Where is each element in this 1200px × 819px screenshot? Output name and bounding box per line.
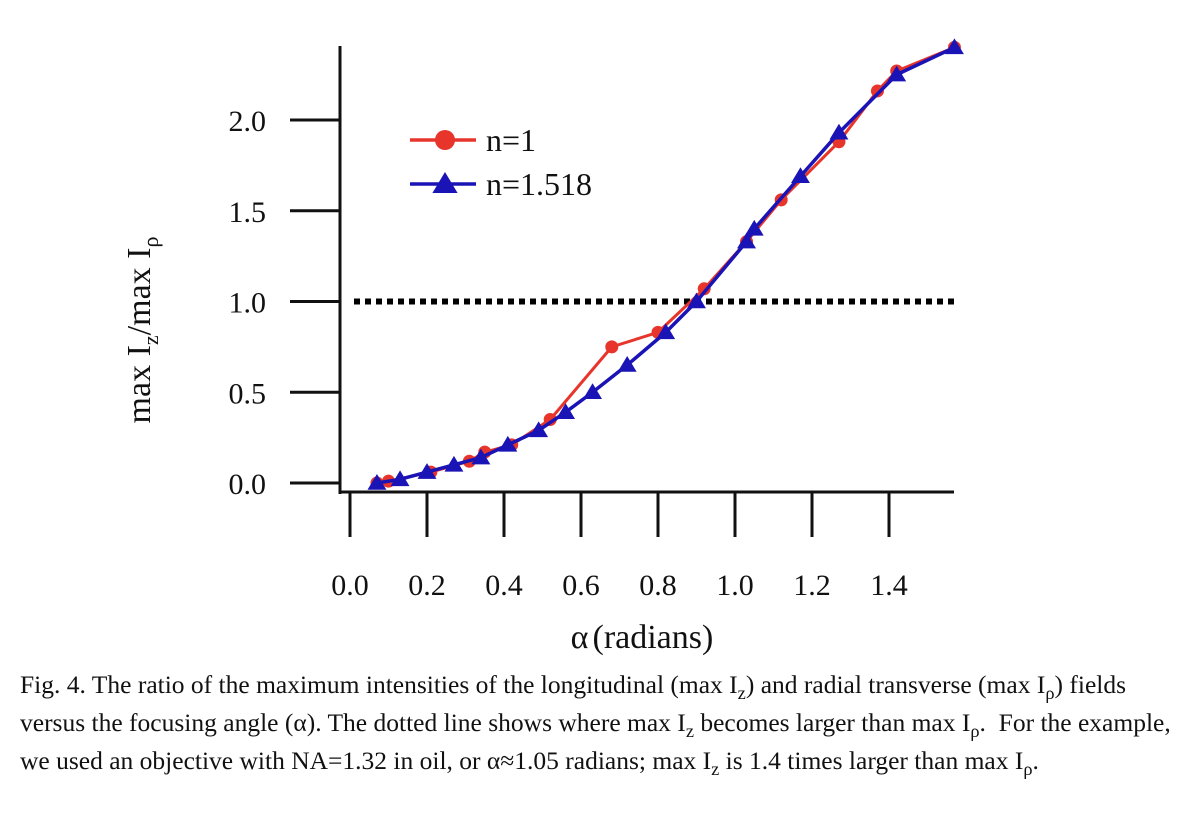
data-point (945, 38, 964, 55)
x-tick-label: 1.0 (716, 569, 754, 602)
legend-item: n=1 (410, 122, 536, 158)
data-point (367, 474, 387, 490)
legend: n=1 n=1.518 (410, 122, 592, 202)
data-point (498, 435, 518, 452)
alpha-symbol: α (571, 619, 589, 656)
data-point (444, 455, 464, 472)
figure-caption: Fig. 4. The ratio of the maximum intensi… (20, 670, 1178, 780)
data-point (605, 340, 619, 354)
x-tick-label: 1.4 (870, 569, 908, 602)
x-tick-label: 0.8 (639, 569, 677, 602)
series-1 (370, 40, 961, 490)
data-point (829, 123, 849, 140)
data-point (556, 403, 576, 419)
y-tick-label: 2.0 (229, 105, 267, 138)
data-point (417, 463, 437, 479)
y-tick-label: 1.5 (229, 196, 267, 229)
x-tick-label: 0.6 (562, 569, 600, 602)
data-point (744, 219, 764, 236)
series-line (376, 46, 956, 485)
chart-axes: 0.0 0.5 1.0 1.5 2.0 0.0 0.2 0.4 0.6 0.8 1.0 1.2 1.4 (229, 46, 954, 602)
series-2 (367, 38, 964, 490)
y-tick-label: 0.5 (229, 377, 267, 410)
legend-marker (435, 130, 455, 150)
data-point (870, 84, 884, 98)
series-group (367, 38, 964, 490)
data-point (687, 292, 706, 309)
legend-item: n=1.518 (410, 166, 592, 202)
x-tick-label: 0.0 (331, 569, 369, 602)
data-point (617, 356, 637, 372)
data-point (737, 232, 756, 249)
y-axis-label: max Iz/max Iρ (121, 237, 163, 424)
legend-label: n=1 (486, 122, 536, 158)
data-point (697, 282, 711, 296)
data-point (887, 65, 907, 82)
x-tick-label: 0.4 (485, 569, 523, 602)
ratio-chart: 0.00.51.01.52.00.0 0.2 0.4 0.6 0.8 1.0 1.2 1.4 … (121, 38, 964, 656)
x-tick-label: 0.2 (408, 569, 446, 602)
y-tick-label: 0.0 (229, 468, 267, 501)
legend-marker (432, 172, 458, 193)
data-point (471, 448, 491, 465)
data-point (390, 470, 410, 487)
series-line (376, 45, 956, 485)
legend-label: n=1.518 (486, 166, 592, 202)
data-point (583, 383, 602, 399)
data-point (656, 323, 676, 340)
x-tick-label: 1.2 (793, 569, 831, 602)
data-point (529, 421, 549, 438)
data-point (791, 167, 810, 184)
y-tick-label: 1.0 (229, 287, 267, 320)
x-axis-label: α (radians) (571, 619, 714, 656)
